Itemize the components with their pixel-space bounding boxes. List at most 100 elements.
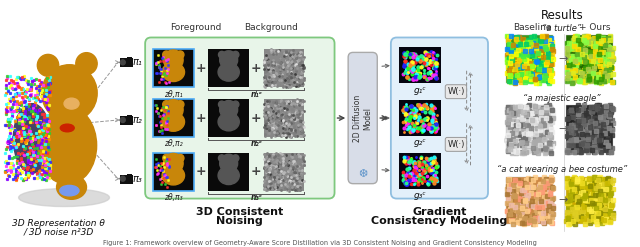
Bar [120,116,132,125]
Bar [127,57,132,60]
Text: Noising: Noising [216,216,263,226]
Text: Background: Background [244,23,298,32]
Circle shape [164,100,183,120]
Text: Figure 1: Framework overview of Geometry-Aware Score Distillation via 3D Consist: Figure 1: Framework overview of Geometry… [103,240,537,246]
FancyBboxPatch shape [348,52,377,184]
Ellipse shape [38,106,97,185]
Circle shape [218,101,225,108]
Ellipse shape [162,166,184,185]
Text: +: + [251,112,261,124]
Text: →: → [558,54,568,64]
Bar [566,105,613,153]
Ellipse shape [64,98,79,109]
Circle shape [177,154,184,162]
Circle shape [177,101,184,108]
Ellipse shape [60,124,74,132]
Bar [153,153,194,191]
Bar [506,105,553,153]
Bar [506,36,553,83]
Text: Baseline: Baseline [513,23,552,32]
Circle shape [177,51,184,59]
Text: →: → [558,124,568,134]
Text: +: + [195,62,206,75]
Text: “a cat wearing a bee costume”: “a cat wearing a bee costume” [497,165,627,174]
Bar [120,175,132,184]
Text: +: + [195,112,206,124]
Circle shape [163,154,170,162]
Text: “a majestic eagle”: “a majestic eagle” [523,94,600,103]
Bar [127,115,132,118]
Text: Results: Results [540,9,583,22]
Circle shape [164,153,183,173]
Bar [208,49,249,87]
Ellipse shape [60,185,79,196]
FancyBboxPatch shape [445,85,467,99]
Text: “a turtle”: “a turtle” [542,24,582,33]
FancyBboxPatch shape [391,38,488,199]
Circle shape [163,51,170,59]
Text: W(·): W(·) [447,87,465,96]
Circle shape [232,155,239,162]
Bar [566,177,613,225]
Text: Foreground: Foreground [170,23,221,32]
Circle shape [163,101,170,108]
Ellipse shape [218,63,239,81]
Text: +: + [195,165,206,178]
FancyBboxPatch shape [145,38,335,199]
Text: zθ,π₂: zθ,π₂ [164,139,182,148]
Text: →: → [558,196,568,206]
Bar [120,58,132,67]
Bar [127,174,132,177]
Text: 3D Representation θ: 3D Representation θ [12,219,105,228]
Text: n₂ᶜ: n₂ᶜ [250,139,262,148]
Circle shape [120,60,125,65]
Ellipse shape [162,63,184,82]
Text: 3D Consistent: 3D Consistent [196,206,283,217]
Circle shape [37,54,59,76]
Bar [264,153,305,191]
Ellipse shape [162,112,184,131]
Circle shape [232,101,239,108]
Bar [566,36,613,83]
Text: / 3D noise n²3D: / 3D noise n²3D [24,228,94,237]
Bar [153,49,194,87]
Text: +: + [251,165,261,178]
Circle shape [218,51,225,58]
FancyBboxPatch shape [445,137,467,151]
Bar [264,99,305,137]
Circle shape [42,65,97,122]
Bar [399,100,442,136]
Text: Gradient: Gradient [412,206,467,217]
Text: Consistency Modeling: Consistency Modeling [371,216,508,226]
Text: g₃ᶜ: g₃ᶜ [413,191,426,200]
Ellipse shape [56,175,86,199]
Circle shape [76,53,97,75]
Text: zθ,π₃: zθ,π₃ [164,193,182,202]
Bar [208,99,249,137]
Text: π₂: π₂ [132,115,142,125]
Text: n₃ᶜ: n₃ᶜ [250,193,262,202]
Bar [399,153,442,189]
Text: g₂ᶜ: g₂ᶜ [413,138,426,147]
Text: n₁ᶜ: n₁ᶜ [250,90,262,99]
Ellipse shape [19,189,109,206]
Ellipse shape [13,103,51,173]
Bar [399,47,442,83]
Bar [264,49,305,87]
Text: ❆: ❆ [358,169,367,179]
Text: +: + [251,62,261,75]
Text: zθ,π₁: zθ,π₁ [164,90,182,99]
Bar [153,99,194,137]
Text: g₁ᶜ: g₁ᶜ [413,86,426,95]
Text: + Ours: + Ours [579,23,610,32]
Circle shape [232,51,239,58]
Circle shape [120,176,125,181]
Text: π₁: π₁ [132,57,142,67]
Text: π₃: π₃ [132,174,142,184]
Ellipse shape [218,113,239,131]
Circle shape [120,118,125,123]
Circle shape [220,154,237,173]
Bar [208,153,249,191]
Bar [506,177,553,225]
Circle shape [220,51,237,69]
